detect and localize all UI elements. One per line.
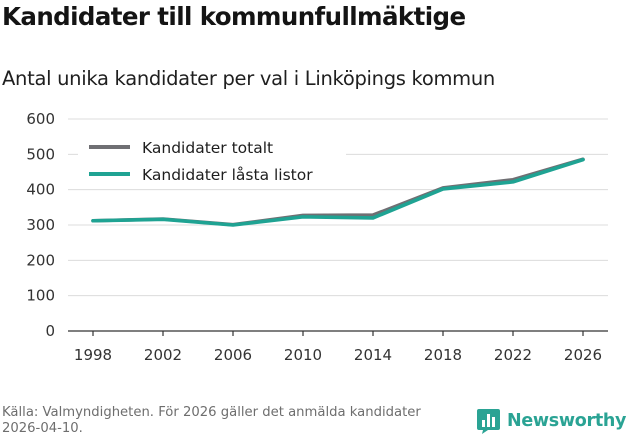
x-tick-label-2002: 2002 (144, 346, 182, 364)
bar-chart-icon (477, 408, 500, 434)
y-tick-label-100: 100 (26, 287, 55, 305)
x-tick-label-2006: 2006 (214, 346, 252, 364)
brand-name: Newsworthy (507, 411, 627, 431)
data-point (231, 223, 235, 227)
data-point (441, 187, 445, 191)
y-tick-label-400: 400 (26, 181, 55, 199)
data-point (301, 215, 305, 219)
legend: Kandidater totalt Kandidater låsta listor (78, 133, 346, 189)
brand-logo: Newsworthy (476, 406, 626, 436)
x-tick-label-2014: 2014 (354, 346, 392, 364)
axes: 0 100 200 300 400 500 600 1998 2002 2006 2010 2014 2… (26, 110, 608, 364)
x-tick-label-2018: 2018 (424, 346, 462, 364)
source-note: Källa: Valmyndigheten. För 2026 gäller d… (2, 405, 421, 436)
chart-title: Kandidater till kommunfullmäktige (2, 2, 466, 31)
x-tick-label-2010: 2010 (284, 346, 322, 364)
x-tick-label-2022: 2022 (494, 346, 532, 364)
data-point (91, 219, 95, 223)
y-tick-label-200: 200 (26, 251, 55, 269)
chart-subtitle: Antal unika kandidater per val i Linköpi… (2, 67, 495, 90)
data-point (161, 217, 165, 221)
y-tick-label-500: 500 (26, 145, 55, 163)
data-point (511, 180, 515, 184)
series-lines (91, 157, 585, 227)
y-tick-label-600: 600 (26, 110, 55, 128)
legend-label: Kandidater låsta listor (142, 166, 313, 184)
x-tick-label-2026: 2026 (564, 346, 602, 364)
data-point (371, 216, 375, 220)
y-tick-label-300: 300 (26, 216, 55, 234)
y-tick-label-0: 0 (45, 322, 55, 340)
x-tick-label-1998: 1998 (74, 346, 112, 364)
series-line-kandidater-lasta-listor (91, 157, 585, 227)
legend-label: Kandidater totalt (142, 139, 273, 157)
legend-background (78, 133, 346, 189)
line-chart: 0 100 200 300 400 500 600 1998 2002 2006 2010 2014 2… (26, 110, 608, 364)
data-point (581, 158, 585, 162)
